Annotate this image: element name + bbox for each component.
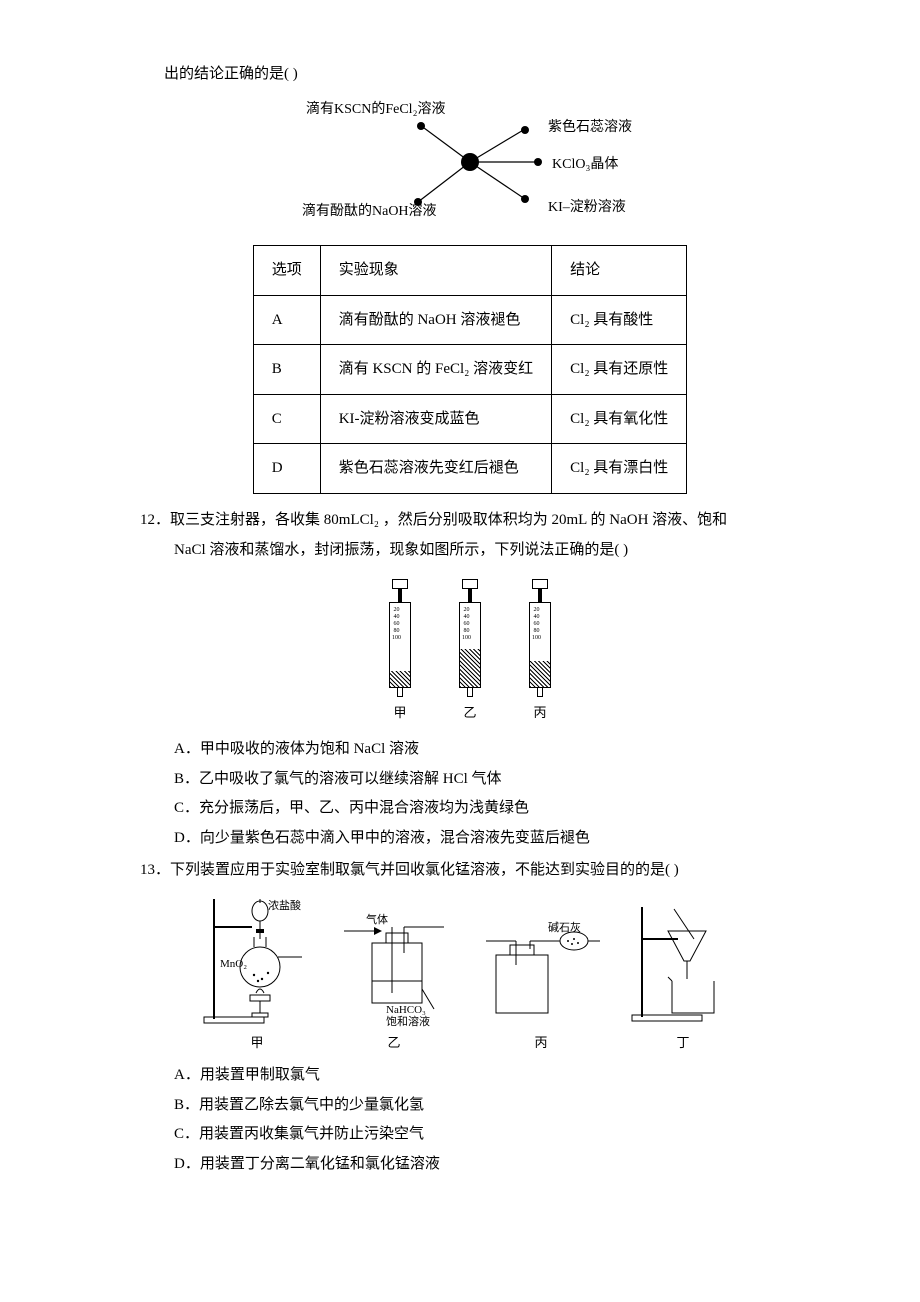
ann-yi-bottle2: 饱和溶液: [386, 1014, 430, 1028]
cell: 滴有 KSCN 的 FeCl₂ 溶液变红: [320, 345, 551, 395]
q12-line1: 12．取三支注射器，各收集 80mLCl₂ ，然后分别吸取体积均为 20mL 的…: [140, 506, 800, 535]
q12-option-B: B．乙中吸收了氯气的溶液可以继续溶解 HCl 气体: [174, 765, 800, 794]
dot-br: [521, 195, 529, 203]
ann-jia-top: 浓盐酸: [268, 898, 301, 912]
q12-number: 12．: [140, 506, 168, 535]
q13-option-C: C．用装置丙收集氯气并防止污染空气: [174, 1120, 800, 1149]
q13-number: 13．: [140, 856, 168, 885]
opt-text: 充分振荡后，甲、乙、丙中混合溶液均为浅黄绿色: [199, 800, 529, 816]
syringe-bing: 20406080100 丙: [529, 579, 551, 726]
cell: C: [253, 394, 320, 444]
syringe-label: 丙: [533, 701, 546, 726]
label-tr: 紫色石蕊溶液: [548, 115, 632, 142]
q11-table: 选项 实验现象 结论 A 滴有酚酞的 NaOH 溶液褪色 Cl₂ 具有酸性 B …: [253, 245, 688, 494]
opt-text: 用装置乙除去氯气中的少量氯化氢: [199, 1097, 424, 1113]
table-row: C KI-淀粉溶液变成蓝色 Cl₂ 具有氧化性: [253, 394, 687, 444]
table-header-row: 选项 实验现象 结论: [253, 246, 687, 296]
syringe-yi: 20406080100 乙: [459, 579, 481, 726]
q13-apparatus-row: 浓盐酸 MnO₂ 甲 气体: [140, 889, 800, 1056]
q13-stem: 下列装置应用于实验室制取氯气并回收氯化锰溶液，不能达到实验目的的是( ): [170, 862, 679, 878]
q12-stem2: NaCl 溶液和蒸馏水，封闭振荡，现象如图所示，下列说法正确的是( ): [174, 536, 800, 565]
center-dot: [461, 153, 479, 171]
q13-option-B: B．用装置乙除去氯气中的少量氯化氢: [174, 1091, 800, 1120]
syringe-label: 甲: [393, 701, 406, 726]
table-row: A 滴有酚酞的 NaOH 溶液褪色 Cl₂ 具有酸性: [253, 295, 687, 345]
q12-syringes: 20406080100 甲 20406080100 乙: [140, 571, 800, 726]
syringe-label: 乙: [463, 701, 476, 726]
label-tl: 滴有KSCN的FeCl₂溶液: [306, 97, 445, 124]
q12-option-D: D．向少量紫色石蕊中滴入甲中的溶液，混合溶液先变蓝后褪色: [174, 824, 800, 853]
q12-option-C: C．充分振荡后，甲、乙、丙中混合溶液均为浅黄绿色: [174, 794, 800, 823]
cell: A: [253, 295, 320, 345]
opt-text: 乙中吸收了氯气的溶液可以继续溶解 HCl 气体: [199, 771, 502, 787]
opt-text: 向少量紫色石蕊中滴入甲中的溶液，混合溶液先变蓝后褪色: [200, 830, 590, 846]
q11-stem-fragment: 出的结论正确的是( ): [164, 60, 800, 89]
apparatus-ding: 丁: [628, 899, 738, 1056]
apparatus-jia: 浓盐酸 MnO₂ 甲: [202, 889, 312, 1056]
cell: B: [253, 345, 320, 395]
q11-diagram: 滴有KSCN的FeCl₂溶液 紫色石蕊溶液 KClO₃晶体 KI–淀粉溶液 滴有…: [140, 97, 800, 238]
q12-option-A: A．甲中吸收的液体为饱和 NaCl 溶液: [174, 735, 800, 764]
apparatus-label: 丙: [534, 1031, 547, 1056]
apparatus-label: 乙: [387, 1031, 400, 1056]
opt-text: 用装置丁分离二氧化锰和氯化锰溶液: [200, 1156, 440, 1172]
dot-r: [534, 158, 542, 166]
q12-options: A．甲中吸收的液体为饱和 NaCl 溶液 B．乙中吸收了氯气的溶液可以继续溶解 …: [174, 735, 800, 852]
cell: Cl₂ 具有酸性: [552, 295, 687, 345]
cell: Cl₂ 具有氧化性: [552, 394, 687, 444]
opt-text: 甲中吸收的液体为饱和 NaCl 溶液: [200, 741, 419, 757]
ann-yi-bottle1: NaHCO₃: [386, 1004, 426, 1016]
q13-option-D: D．用装置丁分离二氧化锰和氯化锰溶液: [174, 1150, 800, 1179]
table-row: D 紫色石蕊溶液先变红后褪色 Cl₂ 具有漂白性: [253, 444, 687, 494]
q13-line: 13．下列装置应用于实验室制取氯气并回收氯化锰溶液，不能达到实验目的的是( ): [140, 856, 800, 885]
q13-options: A．用装置甲制取氯气 B．用装置乙除去氯气中的少量氯化氢 C．用装置丙收集氯气并…: [174, 1061, 800, 1178]
apparatus-label: 丁: [676, 1031, 689, 1056]
opt-text: 用装置丙收集氯气并防止污染空气: [199, 1126, 424, 1142]
cell: D: [253, 444, 320, 494]
apparatus-label: 甲: [250, 1031, 263, 1056]
label-bl: 滴有酚酞的NaOH溶液: [302, 199, 437, 226]
table-row: B 滴有 KSCN 的 FeCl₂ 溶液变红 Cl₂ 具有还原性: [253, 345, 687, 395]
opt-text: 用装置甲制取氯气: [200, 1067, 320, 1083]
cell: Cl₂ 具有漂白性: [552, 444, 687, 494]
q13-option-A: A．用装置甲制取氯气: [174, 1061, 800, 1090]
ann-yi-arrow: 气体: [366, 912, 388, 926]
apparatus-yi: 气体 NaHCO₃ 饱和溶液 乙: [334, 909, 454, 1056]
label-r: KClO₃晶体: [552, 152, 618, 179]
ann-jia-flask: MnO₂: [220, 958, 247, 970]
syringe-jia: 20406080100 甲: [389, 579, 411, 726]
q12-stem1: 取三支注射器，各收集 80mLCl₂ ，然后分别吸取体积均为 20mL 的 Na…: [170, 512, 727, 528]
th-phenomenon: 实验现象: [320, 246, 551, 296]
exam-page: 出的结论正确的是( ) 滴有KSCN的FeCl₂溶液 紫色石蕊溶液 KClO₃晶…: [0, 0, 920, 1302]
th-option: 选项: [253, 246, 320, 296]
cell: 紫色石蕊溶液先变红后褪色: [320, 444, 551, 494]
th-conclusion: 结论: [552, 246, 687, 296]
apparatus-bing: 碱石灰 丙: [476, 919, 606, 1056]
cell: 滴有酚酞的 NaOH 溶液褪色: [320, 295, 551, 345]
cell: Cl₂ 具有还原性: [552, 345, 687, 395]
cell: KI-淀粉溶液变成蓝色: [320, 394, 551, 444]
dot-tr: [521, 126, 529, 134]
label-br: KI–淀粉溶液: [548, 195, 626, 222]
